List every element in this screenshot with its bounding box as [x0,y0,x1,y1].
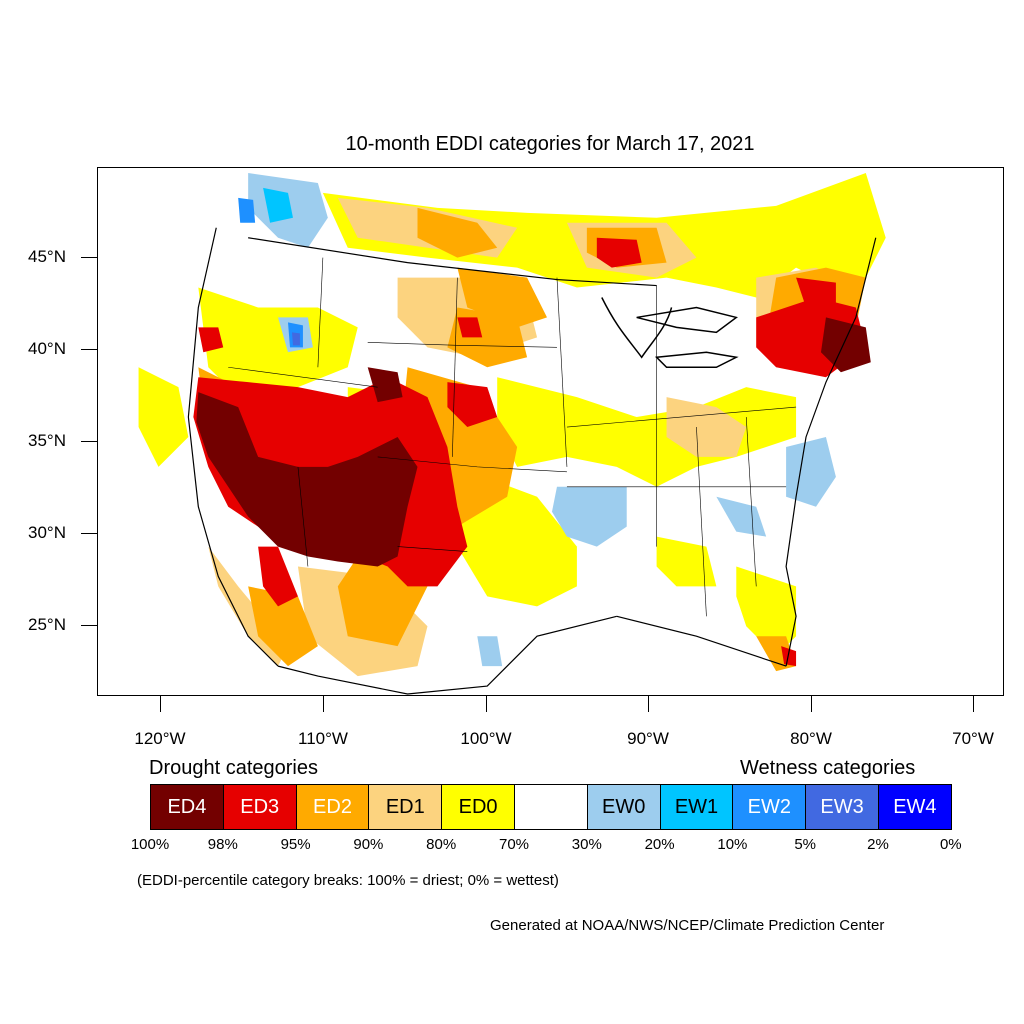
lat-label-40: 40°N [28,339,66,358]
drought-categories-title: Drought categories [149,757,318,779]
legend-box-ew4: EW4 [878,784,952,830]
legend-box-ew1: EW1 [659,784,734,830]
legend-percentile-label: 2% [867,836,889,853]
legend-box-ed1: ED1 [368,784,443,830]
legend-percentile-label: 5% [794,836,817,853]
lon-label-90w: 90°W [627,729,669,748]
lat-label-25: 25°N [28,615,66,634]
state-lines [228,257,797,617]
legend-percentile-label: 80% [426,836,457,853]
lat-label-30: 30°N [28,523,66,542]
legend-percentile-label: 90% [353,836,384,853]
ew-wet-spots [238,187,303,348]
eddi-map [138,169,886,695]
legend-box-ed3: ED3 [222,784,297,830]
ed4-areas [196,317,871,567]
legend-percentile-label: 95% [280,836,311,853]
legend-box-ed0: ED0 [441,784,515,830]
legend-percentile-label: 0% [939,836,962,853]
legend-percentile-label: 100% [130,836,170,853]
legend-percentile-label: 70% [498,836,530,853]
lon-label-120w: 120°W [134,729,186,748]
credit-line: Generated at NOAA/NWS/NCEP/Climate Predi… [490,917,885,934]
wetness-categories-title: Wetness categories [740,757,916,779]
category-breaks-note: (EDDI-percentile category breaks: 100% =… [137,872,559,889]
legend-percentile-label: 10% [717,836,748,853]
lat-tick [81,349,97,350]
lon-label-70w: 70°W [952,729,994,748]
lon-tick [811,696,812,712]
lat-tick [81,257,97,258]
lon-tick [486,696,487,712]
legend-percentile-label: 98% [207,836,238,853]
legend-box-ew0: EW0 [586,784,661,830]
legend-box-neutral [514,784,588,830]
map-title: 10-month EDDI categories for March 17, 2… [345,133,755,155]
lat-label-35: 35°N [28,431,66,450]
legend-box-ed4: ED4 [150,784,224,830]
legend-box-ew2: EW2 [732,784,807,830]
lon-tick [973,696,974,712]
lat-tick [81,441,97,442]
lon-tick [648,696,649,712]
lat-tick [81,625,97,626]
legend-box-ew3: EW3 [805,784,879,830]
lon-tick [323,696,324,712]
boundaries [187,227,877,695]
lat-tick [81,533,97,534]
legend-percentile-label: 30% [571,836,602,853]
lon-label-100w: 100°W [460,729,512,748]
legend-box-ed2: ED2 [295,784,370,830]
lon-tick [160,696,161,712]
lon-label-110w: 110°W [298,729,348,748]
legend-percentile-label: 20% [644,836,675,853]
lon-label-80w: 80°W [790,729,832,748]
map-panel [97,167,1004,696]
lat-label-45: 45°N [28,247,66,266]
